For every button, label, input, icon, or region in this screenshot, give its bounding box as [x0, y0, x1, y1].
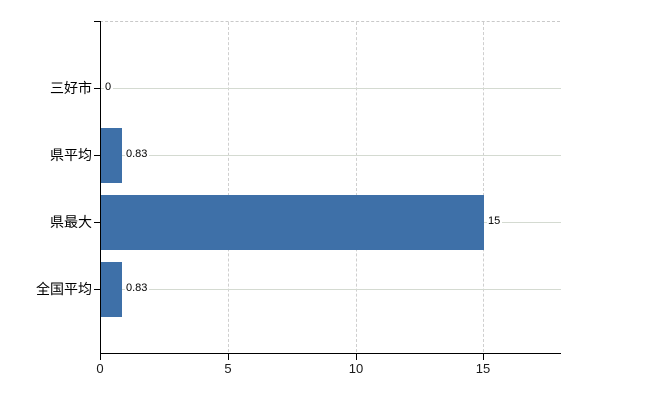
- category-label: 三好市: [50, 80, 92, 96]
- x-tick: [228, 354, 229, 360]
- vertical-gridline: [356, 22, 357, 352]
- category-tick: [94, 222, 100, 223]
- plot-area: [100, 21, 560, 353]
- vertical-gridline: [483, 22, 484, 352]
- category-tick: [94, 155, 100, 156]
- x-tick-label: 5: [224, 361, 232, 376]
- x-tick: [100, 354, 101, 360]
- x-tick-label: 10: [348, 361, 364, 376]
- row-gridline: [101, 289, 561, 290]
- x-axis-line: [100, 353, 561, 354]
- x-tick: [356, 354, 357, 360]
- vertical-gridline: [228, 22, 229, 352]
- y-axis-line: [100, 21, 101, 353]
- bar: [101, 128, 122, 183]
- value-label: 0.83: [125, 281, 150, 296]
- row-gridline: [101, 88, 561, 89]
- category-tick: [94, 88, 100, 89]
- x-tick-label: 15: [475, 361, 491, 376]
- category-label: 全国平均: [36, 281, 92, 297]
- category-tick: [94, 289, 100, 290]
- x-tick-label: 0: [96, 361, 104, 376]
- category-label: 県最大: [50, 214, 92, 230]
- value-label: 0.83: [125, 147, 150, 162]
- category-label: 県平均: [50, 147, 92, 163]
- row-gridline: [101, 155, 561, 156]
- value-label: 15: [487, 214, 503, 229]
- bar: [101, 262, 122, 317]
- x-tick: [483, 354, 484, 360]
- y-axis-top-tick: [94, 21, 100, 22]
- value-label: 0: [104, 80, 114, 95]
- bar: [101, 195, 484, 250]
